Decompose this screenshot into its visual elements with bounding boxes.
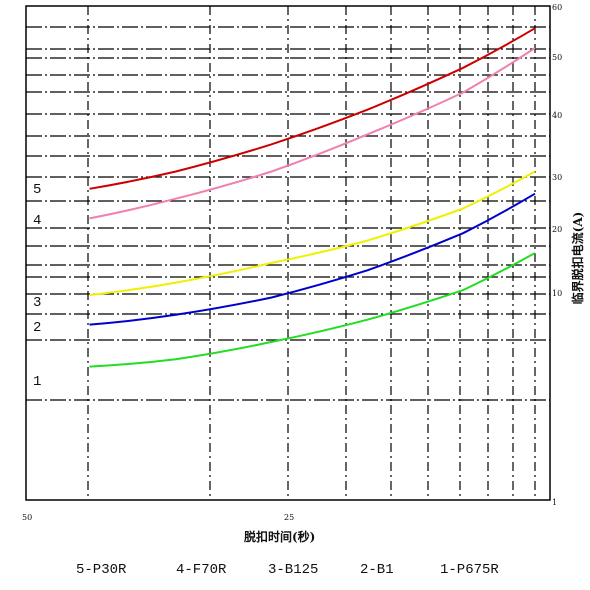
legend-item-2: 2-B1 bbox=[360, 562, 394, 578]
y-axis-title: 临界脱扣电流(A) bbox=[570, 212, 585, 305]
series-line-4 bbox=[89, 47, 536, 220]
y-tick-label: 60 bbox=[552, 3, 562, 12]
plot-frame bbox=[25, 5, 551, 501]
y-tick-label: 30 bbox=[552, 173, 562, 182]
series-line-1 bbox=[89, 252, 536, 368]
y-tick-label: 1 bbox=[552, 498, 557, 507]
y-tick-label: 40 bbox=[552, 111, 562, 120]
x-tick-label: 50 bbox=[22, 513, 32, 522]
legend-item-1: 1-P675R bbox=[440, 562, 499, 578]
series-line-3 bbox=[89, 170, 536, 296]
grid bbox=[26, 6, 550, 500]
curve-label-2: 2 bbox=[33, 320, 41, 336]
labels: 5 4 3 2 1 60 50 40 30 20 10 1 50 25 脱扣时间(秒) 临界脱扣电流(A) bbox=[22, 3, 585, 544]
legend-item-3: 3-B125 bbox=[268, 562, 319, 578]
y-tick-label: 50 bbox=[552, 53, 562, 62]
x-tick-label: 25 bbox=[284, 513, 294, 522]
y-tick-label: 10 bbox=[552, 289, 562, 298]
curve-label-5: 5 bbox=[33, 182, 41, 198]
curves bbox=[89, 27, 536, 368]
y-tick-label: 20 bbox=[552, 225, 562, 234]
curve-label-1: 1 bbox=[33, 374, 41, 390]
legend: 5-P30R 4-F70R 3-B125 2-B1 1-P675R bbox=[0, 562, 590, 584]
curve-label-4: 4 bbox=[33, 213, 41, 229]
x-axis-title: 脱扣时间(秒) bbox=[244, 529, 315, 544]
legend-item-5: 5-P30R bbox=[76, 562, 127, 578]
curve-label-3: 3 bbox=[33, 295, 41, 311]
series-line-5 bbox=[89, 27, 536, 190]
legend-item-4: 4-F70R bbox=[176, 562, 227, 578]
series-line-2 bbox=[89, 192, 536, 326]
